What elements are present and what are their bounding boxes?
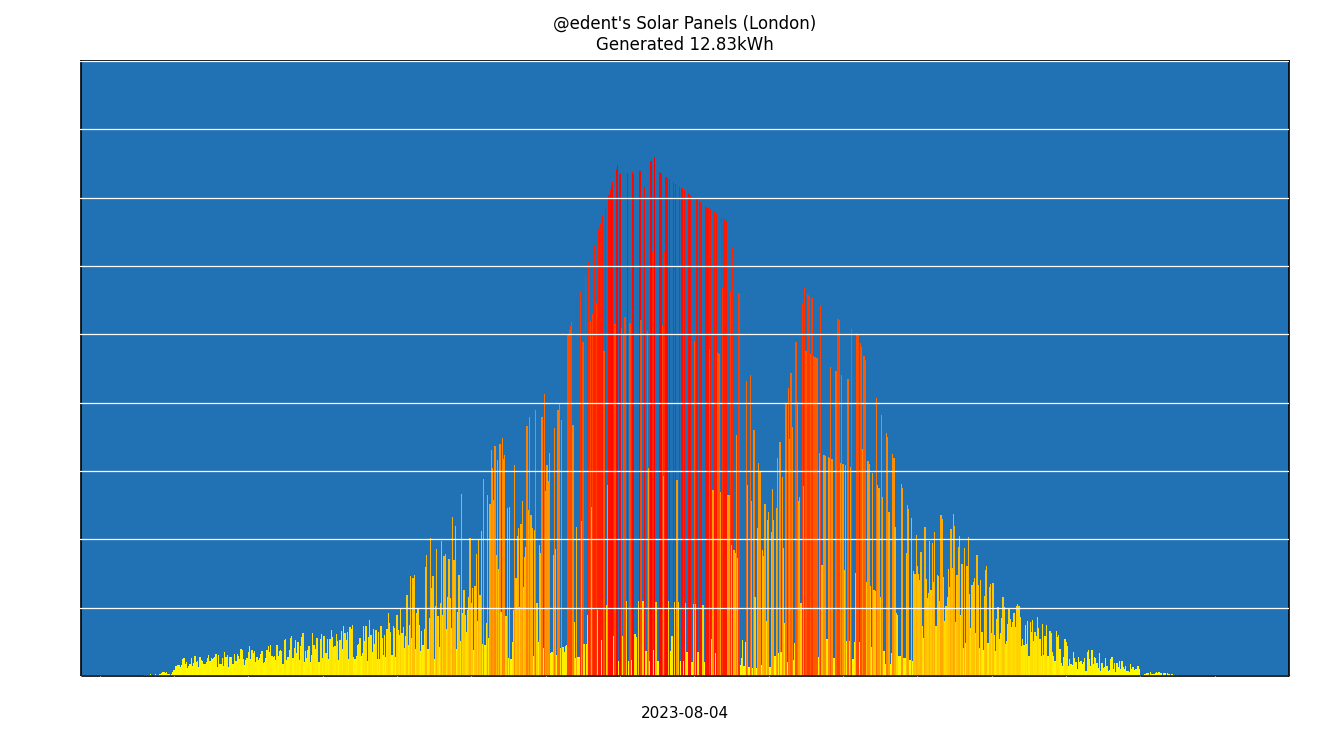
X-axis label: 2023-08-04: 2023-08-04	[641, 706, 730, 721]
Y-axis label: Generated Electricity (Watts): Generated Electricity (Watts)	[15, 257, 30, 480]
Title: @edent's Solar Panels (London)
Generated 12.83kWh: @edent's Solar Panels (London) Generated…	[553, 15, 817, 54]
